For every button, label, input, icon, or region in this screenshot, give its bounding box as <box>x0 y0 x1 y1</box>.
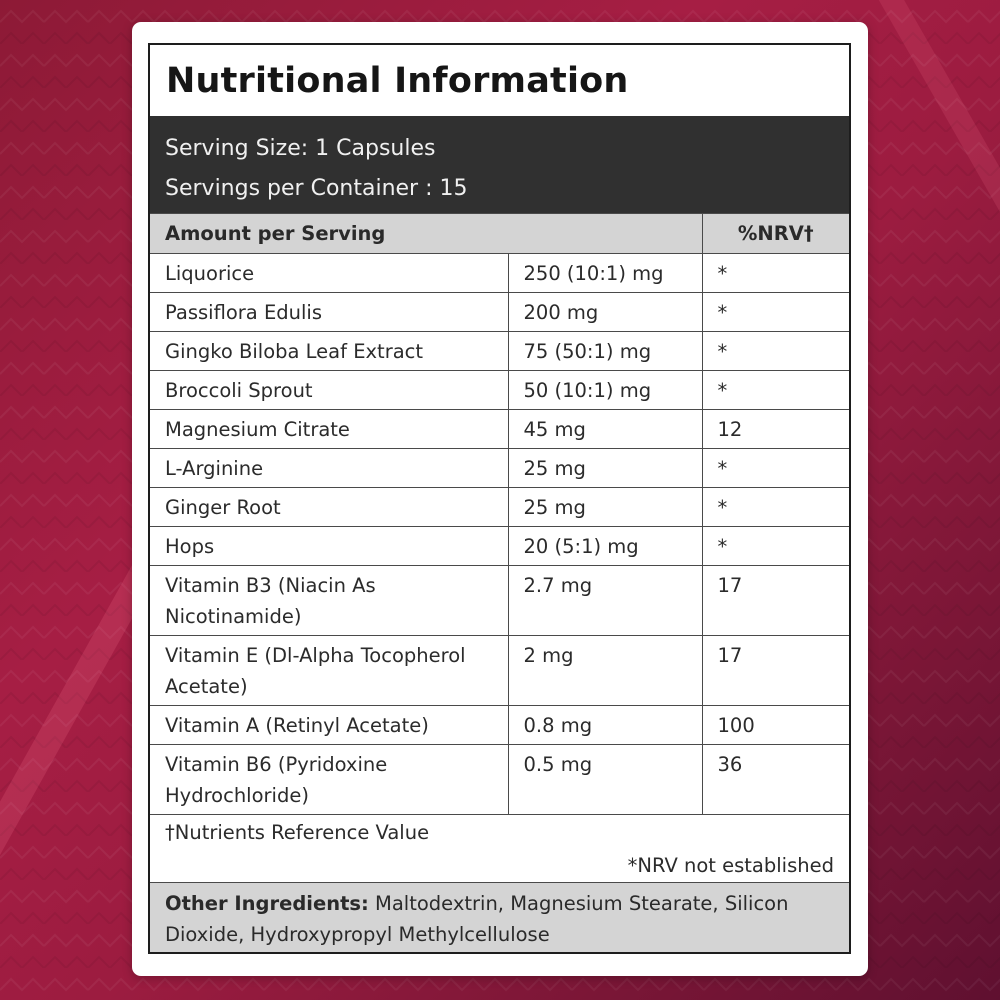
ingredient-nrv: 12 <box>701 409 849 449</box>
ingredient-amount: 45 mg <box>507 409 703 449</box>
header-nrv: %NRV† <box>701 213 849 254</box>
ingredient-name: Passiflora Edulis <box>150 292 509 332</box>
table-row: Vitamin E (Dl-Alpha Tocopherol Acetate) … <box>150 635 849 706</box>
servings-per-container: Servings per Container : 15 <box>165 176 468 201</box>
ingredient-amount: 50 (10:1) mg <box>507 370 703 410</box>
serving-size: Serving Size: 1 Capsules <box>165 136 436 161</box>
ingredient-name: Liquorice <box>150 253 509 293</box>
table-row: Hops 20 (5:1) mg * <box>150 526 849 566</box>
nrv-definition: †Nutrients Reference Value <box>165 821 430 844</box>
ingredient-name: Vitamin E (Dl-Alpha Tocopherol Acetate) <box>150 635 509 706</box>
ingredient-nrv: 17 <box>701 635 849 706</box>
ingredient-amount: 2.7 mg <box>507 565 703 636</box>
other-ingredients-text: Maltodextrin, Magnesium Stearate, Silico… <box>165 892 789 946</box>
ingredient-nrv: * <box>701 331 849 371</box>
ingredient-nrv: * <box>701 253 849 293</box>
ingredient-nrv: * <box>701 370 849 410</box>
nutrition-panel: Nutritional Information Serving Size: 1 … <box>148 43 851 954</box>
table-header-row: Amount per Serving %NRV† <box>150 213 849 254</box>
table-row: Ginger Root 25 mg * <box>150 487 849 527</box>
ingredient-name: L-Arginine <box>150 448 509 488</box>
ingredient-name: Hops <box>150 526 509 566</box>
ingredient-nrv: 36 <box>701 744 849 815</box>
ingredient-nrv: * <box>701 487 849 527</box>
ingredient-amount: 20 (5:1) mg <box>507 526 703 566</box>
ingredient-amount: 200 mg <box>507 292 703 332</box>
table-row: Broccoli Sprout 50 (10:1) mg * <box>150 370 849 410</box>
other-ingredients-label: Other Ingredients: <box>165 892 369 915</box>
table-row: Passiflora Edulis 200 mg * <box>150 292 849 332</box>
ingredient-amount: 25 mg <box>507 448 703 488</box>
ingredient-name: Gingko Biloba Leaf Extract <box>150 331 509 371</box>
table-row: Liquorice 250 (10:1) mg * <box>150 253 849 293</box>
table-row: Vitamin A (Retinyl Acetate) 0.8 mg 100 <box>150 705 849 745</box>
ingredient-name: Vitamin A (Retinyl Acetate) <box>150 705 509 745</box>
table-row: Vitamin B6 (Pyridoxine Hydrochloride) 0.… <box>150 744 849 815</box>
ingredient-name: Broccoli Sprout <box>150 370 509 410</box>
ingredient-name: Ginger Root <box>150 487 509 527</box>
ingredient-nrv: * <box>701 292 849 332</box>
ingredient-name: Magnesium Citrate <box>150 409 509 449</box>
ingredient-amount: 2 mg <box>507 635 703 706</box>
other-ingredients: Other Ingredients: Maltodextrin, Magnesi… <box>150 882 849 952</box>
serving-info: Serving Size: 1 Capsules Servings per Co… <box>150 116 849 213</box>
ingredient-nrv: * <box>701 448 849 488</box>
ingredient-amount: 0.8 mg <box>507 705 703 745</box>
footnotes: †Nutrients Reference Value *NRV not esta… <box>150 814 849 882</box>
ingredient-amount: 25 mg <box>507 487 703 527</box>
page-title: Nutritional Information <box>166 60 629 101</box>
table-row: Magnesium Citrate 45 mg 12 <box>150 409 849 449</box>
table-row: Vitamin B3 (Niacin As Nicotinamide) 2.7 … <box>150 565 849 636</box>
ingredient-amount: 250 (10:1) mg <box>507 253 703 293</box>
nrv-not-established: *NRV not established <box>627 854 834 877</box>
ingredient-name: Vitamin B6 (Pyridoxine Hydrochloride) <box>150 744 509 815</box>
ingredient-nrv: 100 <box>701 705 849 745</box>
title-row: Nutritional Information <box>150 45 849 116</box>
header-amount: Amount per Serving <box>150 213 703 254</box>
ingredient-amount: 75 (50:1) mg <box>507 331 703 371</box>
ingredient-name: Vitamin B3 (Niacin As Nicotinamide) <box>150 565 509 636</box>
table-row: Gingko Biloba Leaf Extract 75 (50:1) mg … <box>150 331 849 371</box>
table-row: L-Arginine 25 mg * <box>150 448 849 488</box>
nutrition-table: Amount per Serving %NRV† Liquorice 250 (… <box>150 213 849 815</box>
ingredient-amount: 0.5 mg <box>507 744 703 815</box>
ingredient-nrv: * <box>701 526 849 566</box>
ingredient-nrv: 17 <box>701 565 849 636</box>
